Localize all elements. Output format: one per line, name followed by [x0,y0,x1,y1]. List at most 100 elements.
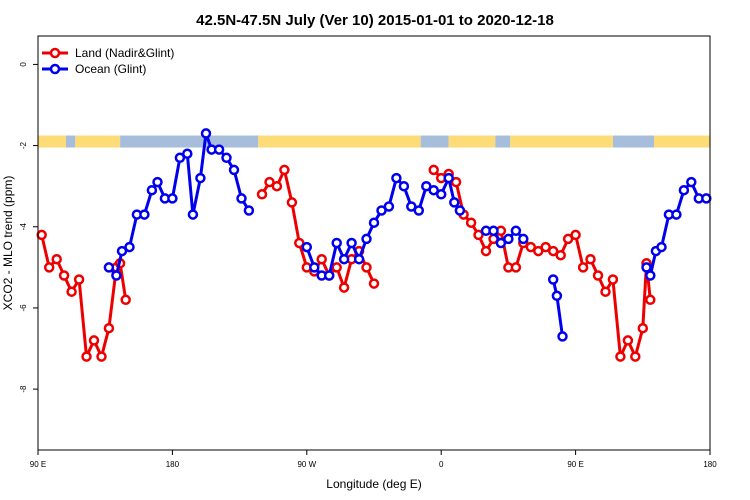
land-data-point [316,253,327,265]
strip-segment-ocean [120,135,259,148]
x-tick-label: 90 E [567,460,583,469]
land-data-point [607,274,619,285]
land-data-point [361,262,372,273]
land-data-point [562,233,574,245]
ocean-data-point [338,253,350,265]
land-data-point [120,294,131,306]
land-series-line [40,234,128,359]
ocean-data-point [449,197,460,208]
ocean-data-point [331,237,342,249]
x-tick-label: 90 W [297,460,316,469]
strip-segment-land [448,135,496,148]
x-tick-label: 180 [166,460,180,469]
ocean-data-point [213,144,225,155]
ocean-data-point [200,128,212,139]
ocean-data-point [656,241,667,253]
land-data-point [540,241,551,253]
land-data-point [585,253,596,265]
y-tick-label: -8 [19,385,28,393]
land-data-point [525,241,537,253]
land-data-point [264,176,275,188]
ocean-data-point [174,152,186,164]
strip-segment-land [654,135,710,148]
ocean-data-point [398,180,410,192]
strip-segment-land [75,135,121,148]
ocean-data-point [152,176,163,188]
x-axis: 90 E 180 90 W 0 90 E 180 [30,450,717,469]
ocean-data-point [686,176,697,188]
ocean-data-point [645,270,656,281]
land-data-point [428,164,439,176]
land-data-point [51,253,62,265]
land-data-point [73,274,85,285]
ocean-data-point [221,152,232,164]
ocean-data-point [488,225,499,237]
ocean-data-point [503,233,514,245]
y-tick-label: -4 [19,223,28,231]
land-data-point [58,270,70,281]
ocean-data-point [443,172,454,184]
ocean-data-point [301,241,313,253]
strip-segment-ocean [495,135,511,148]
ocean-data-point [435,189,447,200]
y-axis: 0 -2 -4 -6 -8 [19,62,38,393]
strip-segment-land [258,135,421,148]
land-data-point [615,351,626,362]
legend-marker-land [49,47,61,59]
land-data-point [630,351,641,362]
ocean-data-point [103,262,115,273]
ocean-data-point [146,184,158,196]
ocean-data-point [228,164,240,176]
ocean-data-point [139,209,150,220]
land-data-point [368,278,380,289]
legend-marker-ocean [49,63,61,75]
ocean-data-point [309,262,320,273]
legend: Land (Nadir&Glint) Ocean (Glint) [42,46,174,76]
land-data-point [473,229,484,241]
strip-segment-land [510,135,613,148]
land-data-point [256,189,268,200]
y-tick-label: -2 [19,141,28,149]
strip-segment-land [38,135,66,148]
land-data-point [645,294,656,306]
ocean-data-point [551,290,563,302]
land-data-point [465,217,477,228]
ocean-data-point [413,205,425,216]
ocean-data-point [406,201,417,212]
y-tick-label: -6 [19,304,28,312]
ocean-data-point [671,209,682,220]
land-data-point [271,180,283,192]
ocean-data-point [454,205,466,216]
land-data-point [294,237,305,249]
land-data-point [547,245,559,257]
ocean-data-point [236,193,247,204]
land-data-point [103,322,115,334]
land-data-point [338,282,350,293]
legend-label-ocean: Ocean (Glint) [75,62,146,76]
plot-frame [37,35,711,451]
ocean-data-point [182,148,193,159]
ocean-data-point [510,225,522,237]
land-data-point [600,286,611,297]
land-data-point [577,262,589,273]
ocean-data-point [428,184,439,196]
land-data-point [88,335,100,346]
land-data-point [286,197,298,208]
x-tick-label: 90 E [30,460,46,469]
land-data-point [510,262,522,273]
land-data-point [43,262,55,273]
land-data-point [81,351,92,362]
ocean-data-point [243,205,255,216]
data-series [36,128,712,362]
land-data-point [96,351,107,362]
ocean-data-point [323,270,335,281]
land-data-point [555,249,566,261]
ocean-data-point [547,274,559,285]
ocean-data-point [116,245,128,257]
y-tick-label: 0 [19,62,28,67]
chart-title: 42.5N-47.5N July (Ver 10) 2015-01-01 to … [196,12,554,29]
ocean-data-point [368,217,380,228]
land-data-point [36,229,47,241]
y-axis-label: XCO2 - MLO trend (ppm) [1,176,15,311]
